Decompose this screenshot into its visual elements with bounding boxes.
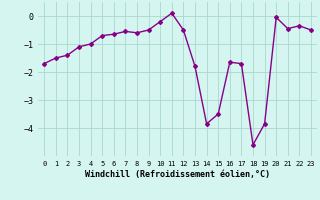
X-axis label: Windchill (Refroidissement éolien,°C): Windchill (Refroidissement éolien,°C) — [85, 170, 270, 179]
